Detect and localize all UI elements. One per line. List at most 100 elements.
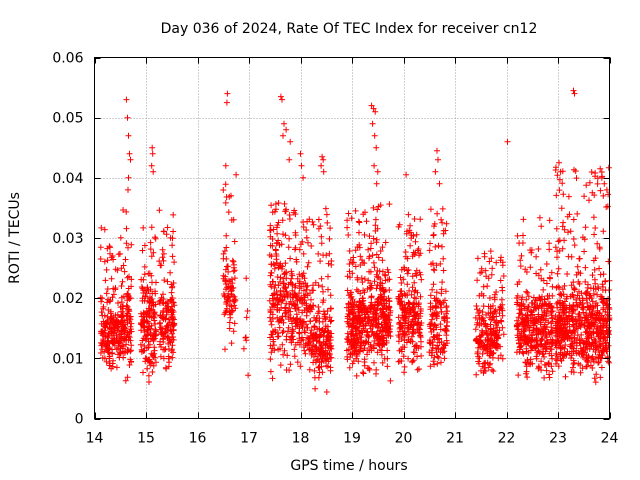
data-point xyxy=(475,358,482,365)
data-point xyxy=(169,313,176,320)
data-point xyxy=(322,325,329,332)
data-point xyxy=(486,295,493,301)
data-point xyxy=(590,214,597,221)
data-point xyxy=(417,293,424,300)
data-point xyxy=(429,311,436,318)
data-point xyxy=(148,253,155,260)
data-point xyxy=(115,251,122,258)
data-point xyxy=(303,321,310,328)
data-point xyxy=(537,297,544,304)
data-point xyxy=(583,295,590,302)
data-point xyxy=(349,350,356,357)
data-point xyxy=(292,282,299,289)
data-point xyxy=(537,266,544,273)
data-point xyxy=(563,304,570,311)
data-point xyxy=(310,287,317,294)
data-point xyxy=(347,291,354,298)
data-point xyxy=(104,333,111,340)
data-point xyxy=(99,346,106,353)
data-point xyxy=(565,193,572,200)
data-point xyxy=(580,309,587,316)
data-point xyxy=(436,180,443,187)
data-point xyxy=(482,323,489,329)
data-point xyxy=(404,270,411,277)
data-point xyxy=(387,377,394,384)
data-point xyxy=(500,273,507,279)
data-point xyxy=(311,367,318,374)
data-point xyxy=(432,243,439,250)
data-point xyxy=(361,276,368,282)
data-point xyxy=(106,362,113,369)
data-point xyxy=(161,277,168,284)
data-point xyxy=(441,342,448,349)
data-point xyxy=(588,169,595,175)
data-point xyxy=(120,326,126,332)
data-point xyxy=(404,281,411,288)
data-point xyxy=(222,181,229,188)
data-point xyxy=(284,352,291,359)
data-point xyxy=(350,259,357,266)
data-point xyxy=(597,187,604,194)
data-point xyxy=(410,306,417,313)
data-point xyxy=(169,330,175,337)
data-point xyxy=(395,314,402,321)
data-point xyxy=(371,162,378,169)
data-point xyxy=(320,358,327,364)
data-point xyxy=(292,244,299,251)
data-point xyxy=(319,369,326,376)
data-point xyxy=(228,276,235,283)
data-point xyxy=(477,344,484,351)
y-tick-label: 0 xyxy=(75,412,84,428)
data-point xyxy=(555,363,562,370)
data-point xyxy=(373,251,380,258)
data-point xyxy=(444,308,451,315)
data-point xyxy=(108,365,115,372)
data-point xyxy=(316,363,323,370)
data-point xyxy=(277,362,284,369)
data-point xyxy=(98,329,105,335)
data-point xyxy=(364,329,371,336)
data-point xyxy=(312,385,319,392)
data-point xyxy=(312,331,319,338)
data-point xyxy=(350,302,357,309)
data-point xyxy=(416,269,423,276)
data-point xyxy=(498,305,505,312)
data-point xyxy=(144,365,151,372)
data-point xyxy=(99,341,106,348)
data-point xyxy=(107,244,113,251)
data-point xyxy=(281,120,287,127)
data-point xyxy=(410,322,417,329)
data-point xyxy=(267,314,273,321)
data-point xyxy=(119,313,126,320)
data-point xyxy=(351,306,358,313)
data-point xyxy=(548,346,555,353)
data-point xyxy=(582,278,589,285)
data-point xyxy=(605,164,612,171)
data-point xyxy=(535,315,542,322)
data-point xyxy=(578,331,585,338)
data-point xyxy=(552,313,559,320)
data-point xyxy=(533,335,540,341)
data-point xyxy=(356,241,363,248)
data-point xyxy=(267,307,274,313)
data-point xyxy=(367,305,374,312)
data-point xyxy=(440,267,447,274)
data-point xyxy=(517,257,524,264)
data-point xyxy=(306,336,313,343)
data-point xyxy=(483,311,490,318)
data-point xyxy=(411,279,418,286)
data-point xyxy=(120,207,127,213)
data-point xyxy=(415,300,422,307)
data-point xyxy=(123,208,130,215)
data-point xyxy=(371,264,378,271)
data-point xyxy=(169,284,175,291)
x-tick-label: 22 xyxy=(498,431,516,447)
data-point xyxy=(438,309,445,315)
data-point xyxy=(587,362,594,369)
data-point xyxy=(119,278,126,285)
data-point xyxy=(150,168,157,175)
data-point xyxy=(536,214,543,221)
data-point xyxy=(108,313,115,320)
data-point xyxy=(157,262,164,269)
data-point xyxy=(101,327,108,334)
